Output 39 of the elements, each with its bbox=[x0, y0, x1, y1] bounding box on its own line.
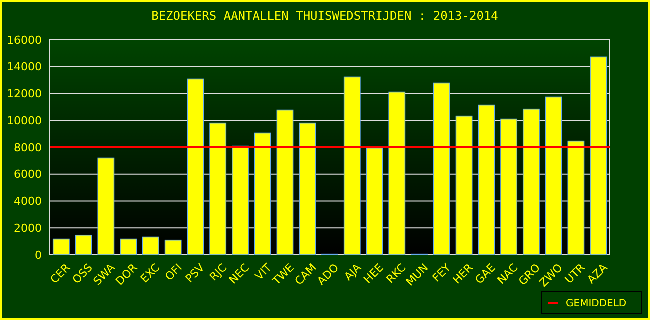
bar bbox=[75, 234, 92, 256]
y-tick-label: 16000 bbox=[7, 34, 42, 47]
bar bbox=[254, 132, 272, 256]
bar bbox=[433, 82, 450, 256]
bar bbox=[232, 146, 249, 256]
x-tick-label: OFI bbox=[162, 261, 185, 284]
x-tick-label: RJC bbox=[207, 261, 230, 284]
bar bbox=[590, 56, 608, 256]
bar bbox=[98, 158, 115, 256]
bar bbox=[366, 148, 384, 256]
y-tick-label: 8000 bbox=[14, 141, 42, 154]
legend-label: GEMIDDELD bbox=[566, 298, 627, 310]
bar bbox=[545, 96, 562, 256]
x-tick-label: CER bbox=[48, 261, 74, 286]
bar bbox=[388, 92, 406, 256]
y-tick-label: 2000 bbox=[14, 222, 42, 235]
y-tick-label: 0 bbox=[35, 248, 42, 262]
y-tick-label: 14000 bbox=[7, 60, 42, 74]
x-tick-label: AJA bbox=[342, 261, 364, 284]
bar bbox=[52, 238, 70, 256]
x-tick-label: UTR bbox=[562, 261, 588, 286]
y-tick-label: 10000 bbox=[7, 114, 42, 128]
bar bbox=[568, 140, 585, 256]
bar bbox=[210, 122, 227, 256]
y-tick-label: 12000 bbox=[7, 88, 42, 101]
bar bbox=[142, 236, 160, 256]
bar bbox=[344, 76, 361, 256]
chart-title: BEZOEKERS AANTALLEN THUISWEDSTRIJDEN : 2013-2014 bbox=[152, 9, 498, 23]
bar bbox=[164, 240, 182, 256]
y-tick-label: 4000 bbox=[14, 195, 42, 208]
bar bbox=[276, 110, 294, 256]
y-tick-label: 6000 bbox=[14, 168, 42, 182]
bar bbox=[522, 108, 540, 256]
bar bbox=[500, 118, 518, 256]
bar bbox=[456, 116, 473, 256]
bar bbox=[299, 122, 316, 256]
bar bbox=[120, 238, 138, 256]
bar bbox=[478, 104, 496, 256]
bar bbox=[187, 78, 204, 256]
